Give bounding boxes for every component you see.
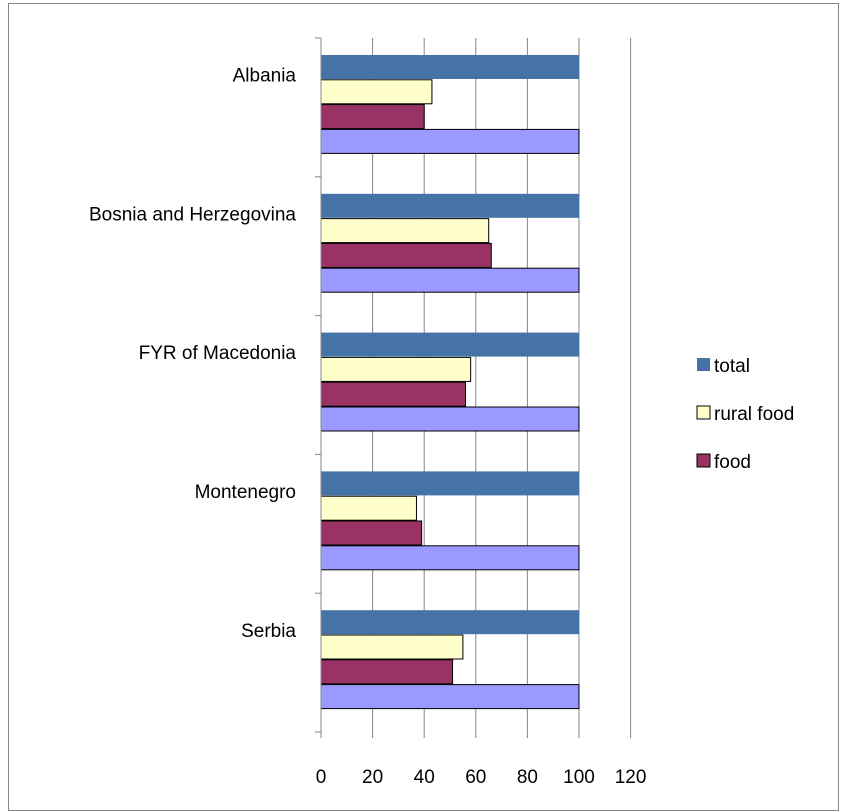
category-label: Serbia (241, 621, 296, 642)
legend-swatch-total (697, 358, 710, 371)
legend-label: total (714, 356, 750, 377)
bar-series-4 (320, 406, 580, 432)
category-label: FYR of Macedonia (139, 343, 297, 364)
category-label: Bosnia and Herzegovina (89, 204, 296, 225)
bar-series-4 (320, 545, 580, 571)
bar-rural-food (320, 356, 472, 382)
bar-rural-food (320, 218, 490, 244)
bar-total (321, 471, 579, 496)
bar-series-4 (320, 267, 580, 293)
bars (320, 55, 580, 710)
bar-rural-food (320, 495, 417, 521)
legend-swatch-food (696, 453, 711, 468)
bar-food (320, 242, 492, 268)
x-tick-label: 80 (517, 767, 538, 788)
x-tick-label: 100 (563, 767, 595, 788)
x-tick-label: 20 (362, 767, 383, 788)
category-label: Albania (233, 66, 297, 87)
bar-total (321, 332, 579, 357)
bar-food (320, 104, 425, 130)
bar-food (320, 520, 423, 546)
bar-total (321, 610, 579, 635)
tick-labels: 0 20 40 60 80 100 120 (316, 767, 647, 788)
x-tick-label: 60 (465, 767, 486, 788)
axes (315, 37, 632, 738)
category-labels: Albania Bosnia and Herzegovina FYR of Mace… (89, 66, 296, 642)
x-tick-label: 40 (414, 767, 435, 788)
bar-rural-food (320, 79, 433, 105)
bar-series-4 (320, 128, 580, 154)
bar-food (320, 381, 466, 407)
category-label: Montenegro (195, 482, 296, 503)
legend: total rural food food (696, 356, 794, 473)
x-tick-label: 120 (615, 767, 647, 788)
bar-series-4 (320, 684, 580, 710)
bar-total (321, 55, 579, 79)
legend-label: rural food (714, 404, 794, 425)
bar-total (321, 193, 579, 218)
bar-rural-food (320, 634, 464, 660)
legend-label: food (714, 452, 751, 473)
bar-food (320, 659, 454, 685)
legend-swatch-rural-food (696, 405, 711, 420)
x-tick-label: 0 (316, 767, 327, 788)
